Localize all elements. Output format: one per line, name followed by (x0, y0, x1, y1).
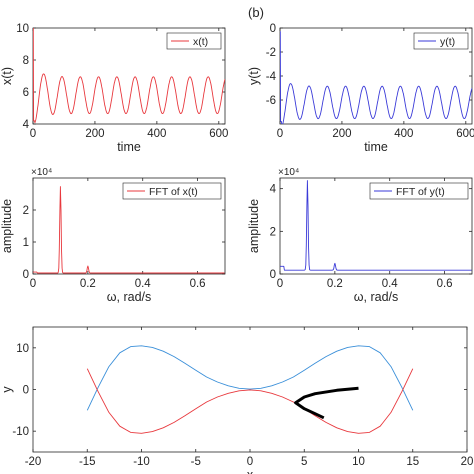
x-tick-label: 0 (30, 278, 36, 290)
legend-label: x(t) (193, 36, 208, 48)
y-axis-label: amplitude (247, 199, 261, 253)
y-exponent-label: ×10⁴ (278, 167, 299, 178)
y-tick-label: -6 (266, 95, 276, 107)
x-axis-label: ω, rad/s (107, 290, 152, 304)
chart-ffty: 0 0.2 0.4 0.6 0 2 4×10⁴ ω, rad/s amplitude FFT of… (247, 167, 473, 304)
legend: FFT of x(t) (122, 182, 222, 200)
series-line-0 (280, 31, 472, 124)
y-tick-label: 2 (270, 226, 276, 238)
y-tick-label: 6 (23, 87, 29, 99)
chart-phase: -20 -15 -10 -5 0 5 10 15 20 -10 0 10 x y (0, 326, 474, 474)
axes-frame (32, 27, 226, 125)
y-tick-label: 0 (23, 269, 29, 281)
legend-box (122, 182, 222, 200)
y-tick-label: 10 (16, 343, 29, 355)
x-tick-label: 0.4 (135, 278, 152, 290)
y-tick-label: -2 (266, 47, 276, 59)
y-exponent-label: ×10⁴ (31, 167, 52, 178)
x-tick-label: 5 (301, 456, 307, 468)
y-axis-label: y(t) (247, 67, 261, 85)
series-line-0 (86, 345, 414, 411)
chart-yt: 0 200 400 600 -6 -4 -2 0 time y(t) y(t) (247, 23, 474, 154)
x-tick-label: 600 (209, 128, 228, 140)
legend: y(t) (413, 32, 469, 50)
x-axis-label: time (364, 140, 388, 154)
y-tick-label: 0 (23, 385, 29, 397)
x-tick-label: 0.4 (382, 278, 399, 290)
chart-xt: 0 200 400 600 4 6 8 10 time x(t) x(t) (0, 23, 228, 154)
y-tick-label: -10 (12, 426, 29, 438)
legend-box (369, 182, 469, 200)
x-axis-label: x (247, 468, 254, 474)
x-tick-label: 15 (406, 456, 419, 468)
y-tick-label: 2 (23, 205, 29, 217)
x-tick-label: 0 (30, 128, 36, 140)
x-tick-label: 0 (247, 456, 253, 468)
x-tick-label: 0.2 (80, 278, 96, 290)
axes-frame (32, 177, 226, 275)
x-tick-label: 20 (461, 456, 474, 468)
x-tick-label: -10 (133, 456, 150, 468)
panel-label: (b) (248, 5, 264, 20)
x-tick-label: 0.2 (327, 278, 343, 290)
x-tick-label: 600 (456, 128, 474, 140)
x-tick-label: 0 (277, 278, 283, 290)
legend: FFT of y(t) (369, 182, 469, 200)
x-tick-label: 200 (332, 128, 351, 140)
series-line-0 (280, 180, 472, 271)
x-tick-label: 0.6 (190, 278, 206, 290)
y-tick-label: 10 (16, 23, 29, 35)
y-tick-label: 1 (23, 237, 29, 249)
y-tick-label: -4 (266, 71, 277, 83)
x-tick-label: -5 (191, 456, 201, 468)
x-tick-label: -20 (25, 456, 42, 468)
legend-label: y(t) (440, 36, 455, 48)
legend-box (166, 32, 222, 50)
legend-label: FFT of x(t) (149, 186, 198, 198)
legend-label: FFT of y(t) (396, 186, 445, 198)
series-line-0 (33, 28, 225, 124)
chart-fftx: 0 0.2 0.4 0.6 0 1 2 ×10⁴ ω, rad/s amplitude FFT of… (0, 167, 226, 304)
x-tick-label: 10 (352, 456, 365, 468)
legend-box (413, 32, 469, 50)
y-axis-label: x(t) (0, 67, 14, 85)
y-tick-label: 4 (23, 119, 30, 131)
y-tick-label: 4 (270, 184, 277, 196)
x-axis-label: time (117, 140, 141, 154)
series-line-0 (33, 186, 225, 274)
axes-frame (279, 177, 473, 275)
series-line-1 (86, 368, 414, 434)
x-tick-label: 400 (394, 128, 413, 140)
y-tick-label: 0 (270, 269, 276, 281)
y-tick-label: 8 (23, 55, 29, 67)
y-axis-label: y (0, 386, 14, 393)
y-axis-label: amplitude (0, 199, 14, 253)
x-tick-label: 400 (147, 128, 166, 140)
y-tick-label: 0 (270, 23, 276, 35)
x-axis-label: ω, rad/s (354, 290, 399, 304)
x-tick-label: 0.6 (437, 278, 453, 290)
x-tick-label: -15 (79, 456, 96, 468)
x-tick-label: 0 (277, 128, 283, 140)
x-tick-label: 200 (85, 128, 104, 140)
series-line-2 (294, 386, 359, 420)
legend: x(t) (166, 32, 222, 50)
